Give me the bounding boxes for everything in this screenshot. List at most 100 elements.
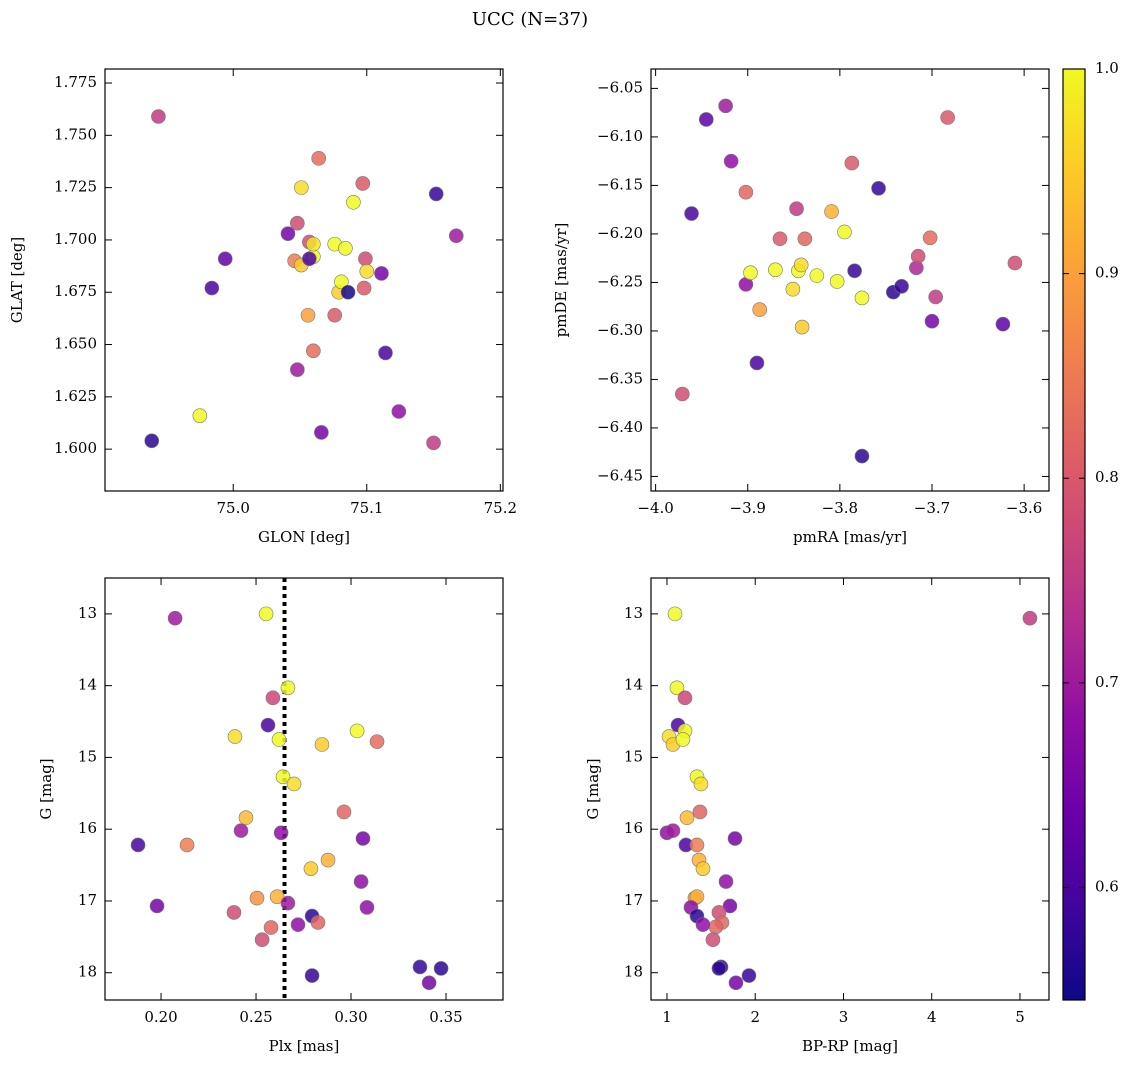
point	[338, 241, 353, 256]
point	[871, 181, 886, 196]
point	[290, 362, 305, 377]
point	[294, 180, 309, 195]
point	[290, 215, 305, 231]
point	[894, 279, 909, 294]
y-tick-label: 1.725	[54, 178, 97, 196]
point	[227, 729, 243, 744]
point	[928, 289, 943, 305]
point	[665, 823, 681, 838]
point	[204, 280, 220, 296]
point	[829, 274, 845, 289]
x-tick-label: −4.0	[637, 499, 673, 517]
point	[433, 961, 449, 976]
point	[369, 734, 385, 749]
point	[689, 837, 705, 853]
point	[233, 823, 249, 838]
y-tick-label: 1.675	[54, 282, 97, 300]
point	[809, 268, 825, 283]
point	[741, 968, 757, 983]
point	[151, 109, 166, 124]
y-tick-label: −6.35	[597, 369, 643, 387]
point	[785, 281, 801, 297]
y-tick-label: −6.20	[597, 224, 643, 242]
y-axis-label: G [mag]	[37, 758, 55, 819]
point	[794, 319, 810, 335]
y-axis-label: pmDE [mas/yr]	[552, 223, 570, 338]
y-tick-label: 16	[78, 819, 97, 837]
point	[695, 917, 711, 932]
point	[359, 264, 375, 279]
point	[718, 98, 733, 114]
point	[334, 274, 349, 290]
y-tick-label: 14	[624, 676, 643, 694]
point	[336, 804, 352, 820]
y-tick-label: 1.650	[54, 335, 97, 353]
y-tick-label: −6.25	[597, 272, 643, 290]
point	[722, 898, 738, 914]
x-tick-label: 75.1	[350, 499, 383, 517]
point	[258, 606, 274, 622]
point	[940, 110, 955, 125]
point	[320, 852, 336, 868]
point	[359, 900, 375, 915]
point	[723, 153, 739, 169]
point	[378, 345, 393, 361]
y-tick-label: −6.10	[597, 127, 643, 145]
point	[675, 386, 690, 402]
point	[1022, 610, 1038, 626]
y-tick-label: −6.15	[597, 175, 643, 193]
point	[768, 262, 783, 278]
point	[217, 251, 233, 267]
point	[910, 248, 926, 264]
point	[280, 226, 296, 241]
axes-frame	[650, 68, 1050, 492]
point	[304, 968, 320, 983]
point	[310, 915, 326, 930]
x-axis-label: BP-RP [mag]	[802, 1037, 898, 1055]
point	[693, 776, 709, 792]
point	[922, 230, 938, 246]
y-tick-label: 18	[624, 963, 643, 981]
point	[679, 810, 695, 826]
point	[226, 905, 242, 920]
x-tick-label: 0.20	[144, 1008, 177, 1026]
point	[837, 224, 852, 240]
point	[273, 825, 289, 841]
point	[314, 425, 329, 440]
y-tick-label: −6.45	[597, 466, 643, 484]
point	[300, 307, 316, 323]
point	[412, 959, 428, 975]
y-tick-label: 18	[78, 963, 97, 981]
x-tick-label: 75.0	[217, 499, 250, 517]
point	[311, 151, 326, 166]
point	[374, 266, 389, 281]
x-tick-label: −3.6	[1006, 499, 1042, 517]
x-tick-label: 0.25	[239, 1008, 272, 1026]
point	[346, 194, 361, 210]
point	[854, 290, 870, 306]
point	[684, 206, 699, 221]
figure-title: UCC (N=37)	[472, 9, 588, 30]
point	[149, 898, 165, 914]
point	[260, 717, 276, 733]
point	[358, 251, 373, 267]
plot-area	[675, 98, 1023, 464]
point	[349, 723, 365, 739]
point	[428, 186, 444, 202]
point	[426, 435, 441, 451]
point	[314, 737, 330, 752]
y-tick-label: 1.775	[54, 73, 97, 91]
point	[355, 176, 371, 191]
point	[718, 874, 734, 889]
x-tick-label: 0.35	[429, 1008, 462, 1026]
point	[772, 231, 788, 247]
point	[421, 975, 437, 991]
axes-frame	[650, 577, 1050, 1001]
x-tick-label: −3.9	[730, 499, 766, 517]
point	[355, 831, 371, 846]
point	[249, 890, 265, 906]
point	[738, 184, 754, 200]
point	[271, 732, 287, 747]
point	[130, 837, 146, 853]
